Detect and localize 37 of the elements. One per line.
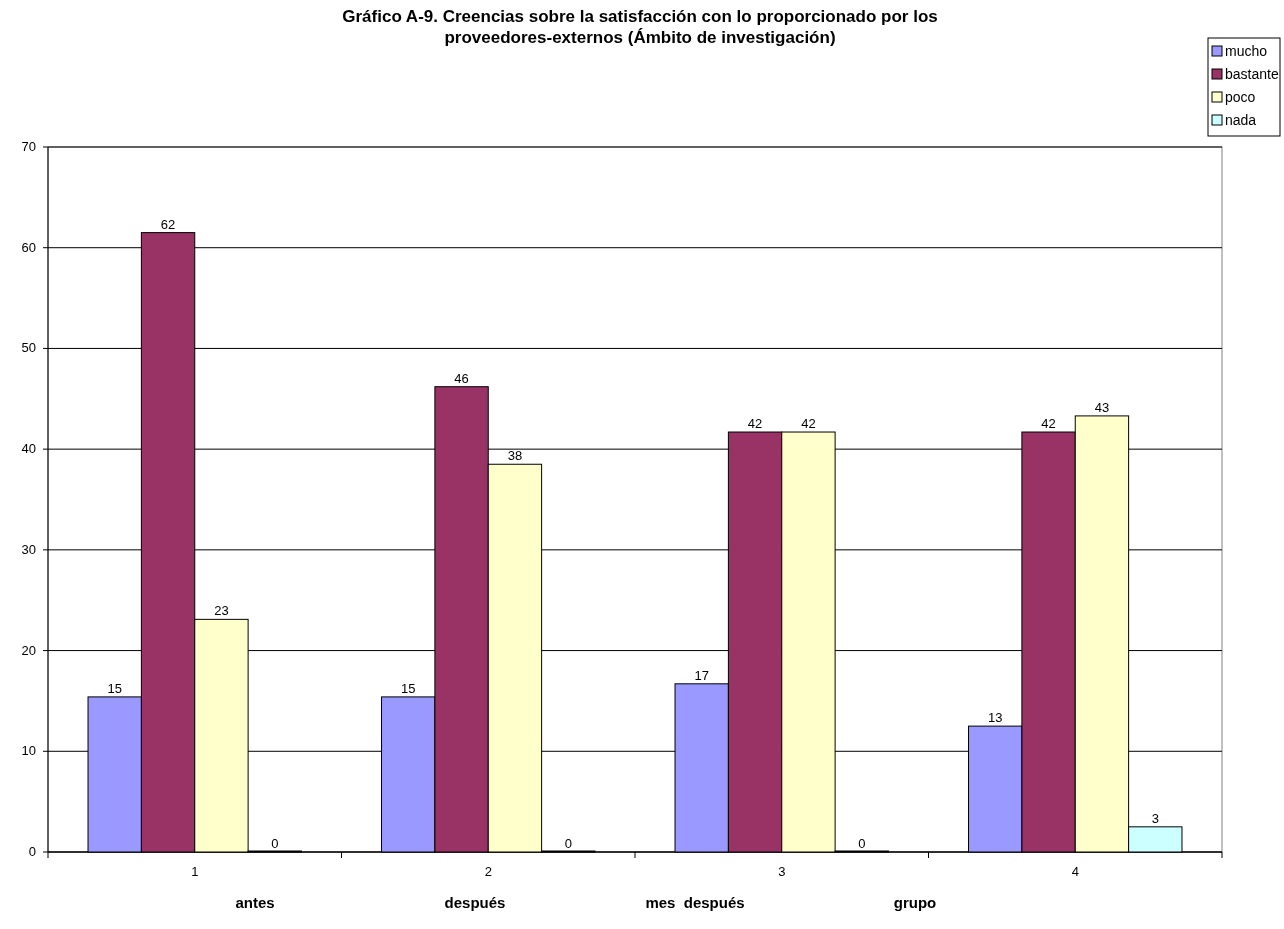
data-label: 17 (694, 667, 709, 683)
data-label: 0 (858, 836, 866, 851)
data-label: 0 (564, 836, 572, 851)
y-tick-label: 20 (21, 642, 36, 658)
data-label: 42 (801, 416, 816, 432)
data-label: 46 (454, 370, 469, 386)
text: grupo (893, 894, 937, 911)
data-label: 13 (987, 710, 1003, 726)
x-tick-label: 4 (1071, 864, 1079, 879)
chart-title: Gráfico A-9. Creencias sobre la satisfacción con lo proporcionado por los proveedores-externos (Ámbito de investigación) (342, 7, 938, 47)
x-tick-label: 1 (191, 864, 199, 879)
data-label: 15 (107, 680, 122, 696)
x-tick-label: 3 (778, 864, 786, 879)
x-tick-label: 2 (484, 864, 492, 879)
data-label: 43 (1094, 399, 1110, 415)
data-label: 15 (400, 680, 416, 696)
text: antes (235, 894, 275, 911)
legend-label: nada (1225, 112, 1257, 128)
legend-label: poco (1225, 89, 1256, 105)
y-tick-label: 50 (21, 340, 36, 356)
data-label: 0 (271, 836, 279, 851)
text: después (444, 894, 506, 911)
data-label: 38 (507, 448, 523, 464)
legend-label: mucho (1225, 43, 1268, 59)
y-tick-label: 60 (21, 239, 36, 255)
y-tick-label: 30 (21, 541, 36, 557)
text: mes después (645, 894, 745, 911)
data-label: 42 (1041, 416, 1056, 432)
data-label: 62 (160, 216, 176, 232)
y-tick-label: 0 (28, 844, 36, 859)
y-tick-label: 40 (21, 441, 36, 457)
data-label: 3 (1151, 810, 1159, 826)
y-tick-label: 10 (21, 743, 36, 759)
legend-label: bastante (1225, 66, 1279, 82)
data-label: 42 (747, 416, 763, 432)
data-label: 23 (214, 603, 229, 619)
y-tick-label: 70 (21, 139, 36, 154)
